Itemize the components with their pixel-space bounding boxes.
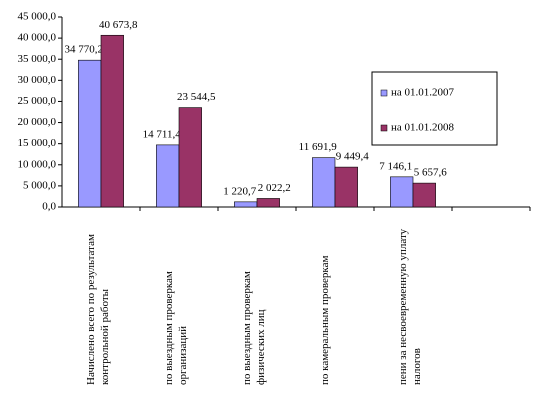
y-tick-label: 20 000,0 [18,116,57,128]
y-tick-label: 15 000,0 [18,137,57,149]
data-label: 11 691,9 [299,141,338,153]
data-label: 1 220,7 [223,185,257,197]
legend-label: на 01.01.2007 [391,87,455,99]
bar [234,201,258,208]
y-tick-label: 45 000,0 [18,11,57,23]
data-label: 7 146,1 [379,160,412,172]
data-label: 2 022,2 [258,182,291,194]
legend-swatch [380,124,388,132]
data-label: 23 544,5 [177,91,216,103]
legend-swatch [380,89,388,97]
legend-label: на 01.01.2008 [391,122,455,134]
y-tick-label: 5 000,0 [23,179,57,191]
y-tick-label: 10 000,0 [18,158,57,170]
y-tick-label: 30 000,0 [18,74,57,86]
bar [178,107,202,208]
data-label: 9 449,4 [336,151,370,163]
x-tick-label: по камеральным проверкам [319,255,331,385]
bar [156,144,180,208]
data-label: 34 770,2 [64,44,103,56]
y-tick-label: 40 000,0 [18,32,57,44]
data-label: 5 657,6 [414,167,448,179]
y-tick-label: 0,0 [42,201,56,213]
bar [256,198,280,208]
bar [312,157,336,208]
data-label: 14 711,4 [143,128,182,140]
y-tick-label: 25 000,0 [18,95,57,107]
x-tick-label: по выездным проверкам организаций [163,271,189,385]
bar [390,176,414,208]
x-tick-label: пени за несвоевременную уплату налогов [397,228,423,385]
y-tick-label: 35 000,0 [18,53,57,65]
bar [412,182,436,208]
legend-box [371,71,498,146]
x-tick-label: Начислено всего по результатам контрольн… [85,234,111,385]
bar [78,59,102,208]
x-tick-label: по выездным проверкам физических лиц [241,271,267,385]
data-label: 40 673,8 [99,19,138,31]
bar [334,166,358,208]
bar [100,34,124,208]
